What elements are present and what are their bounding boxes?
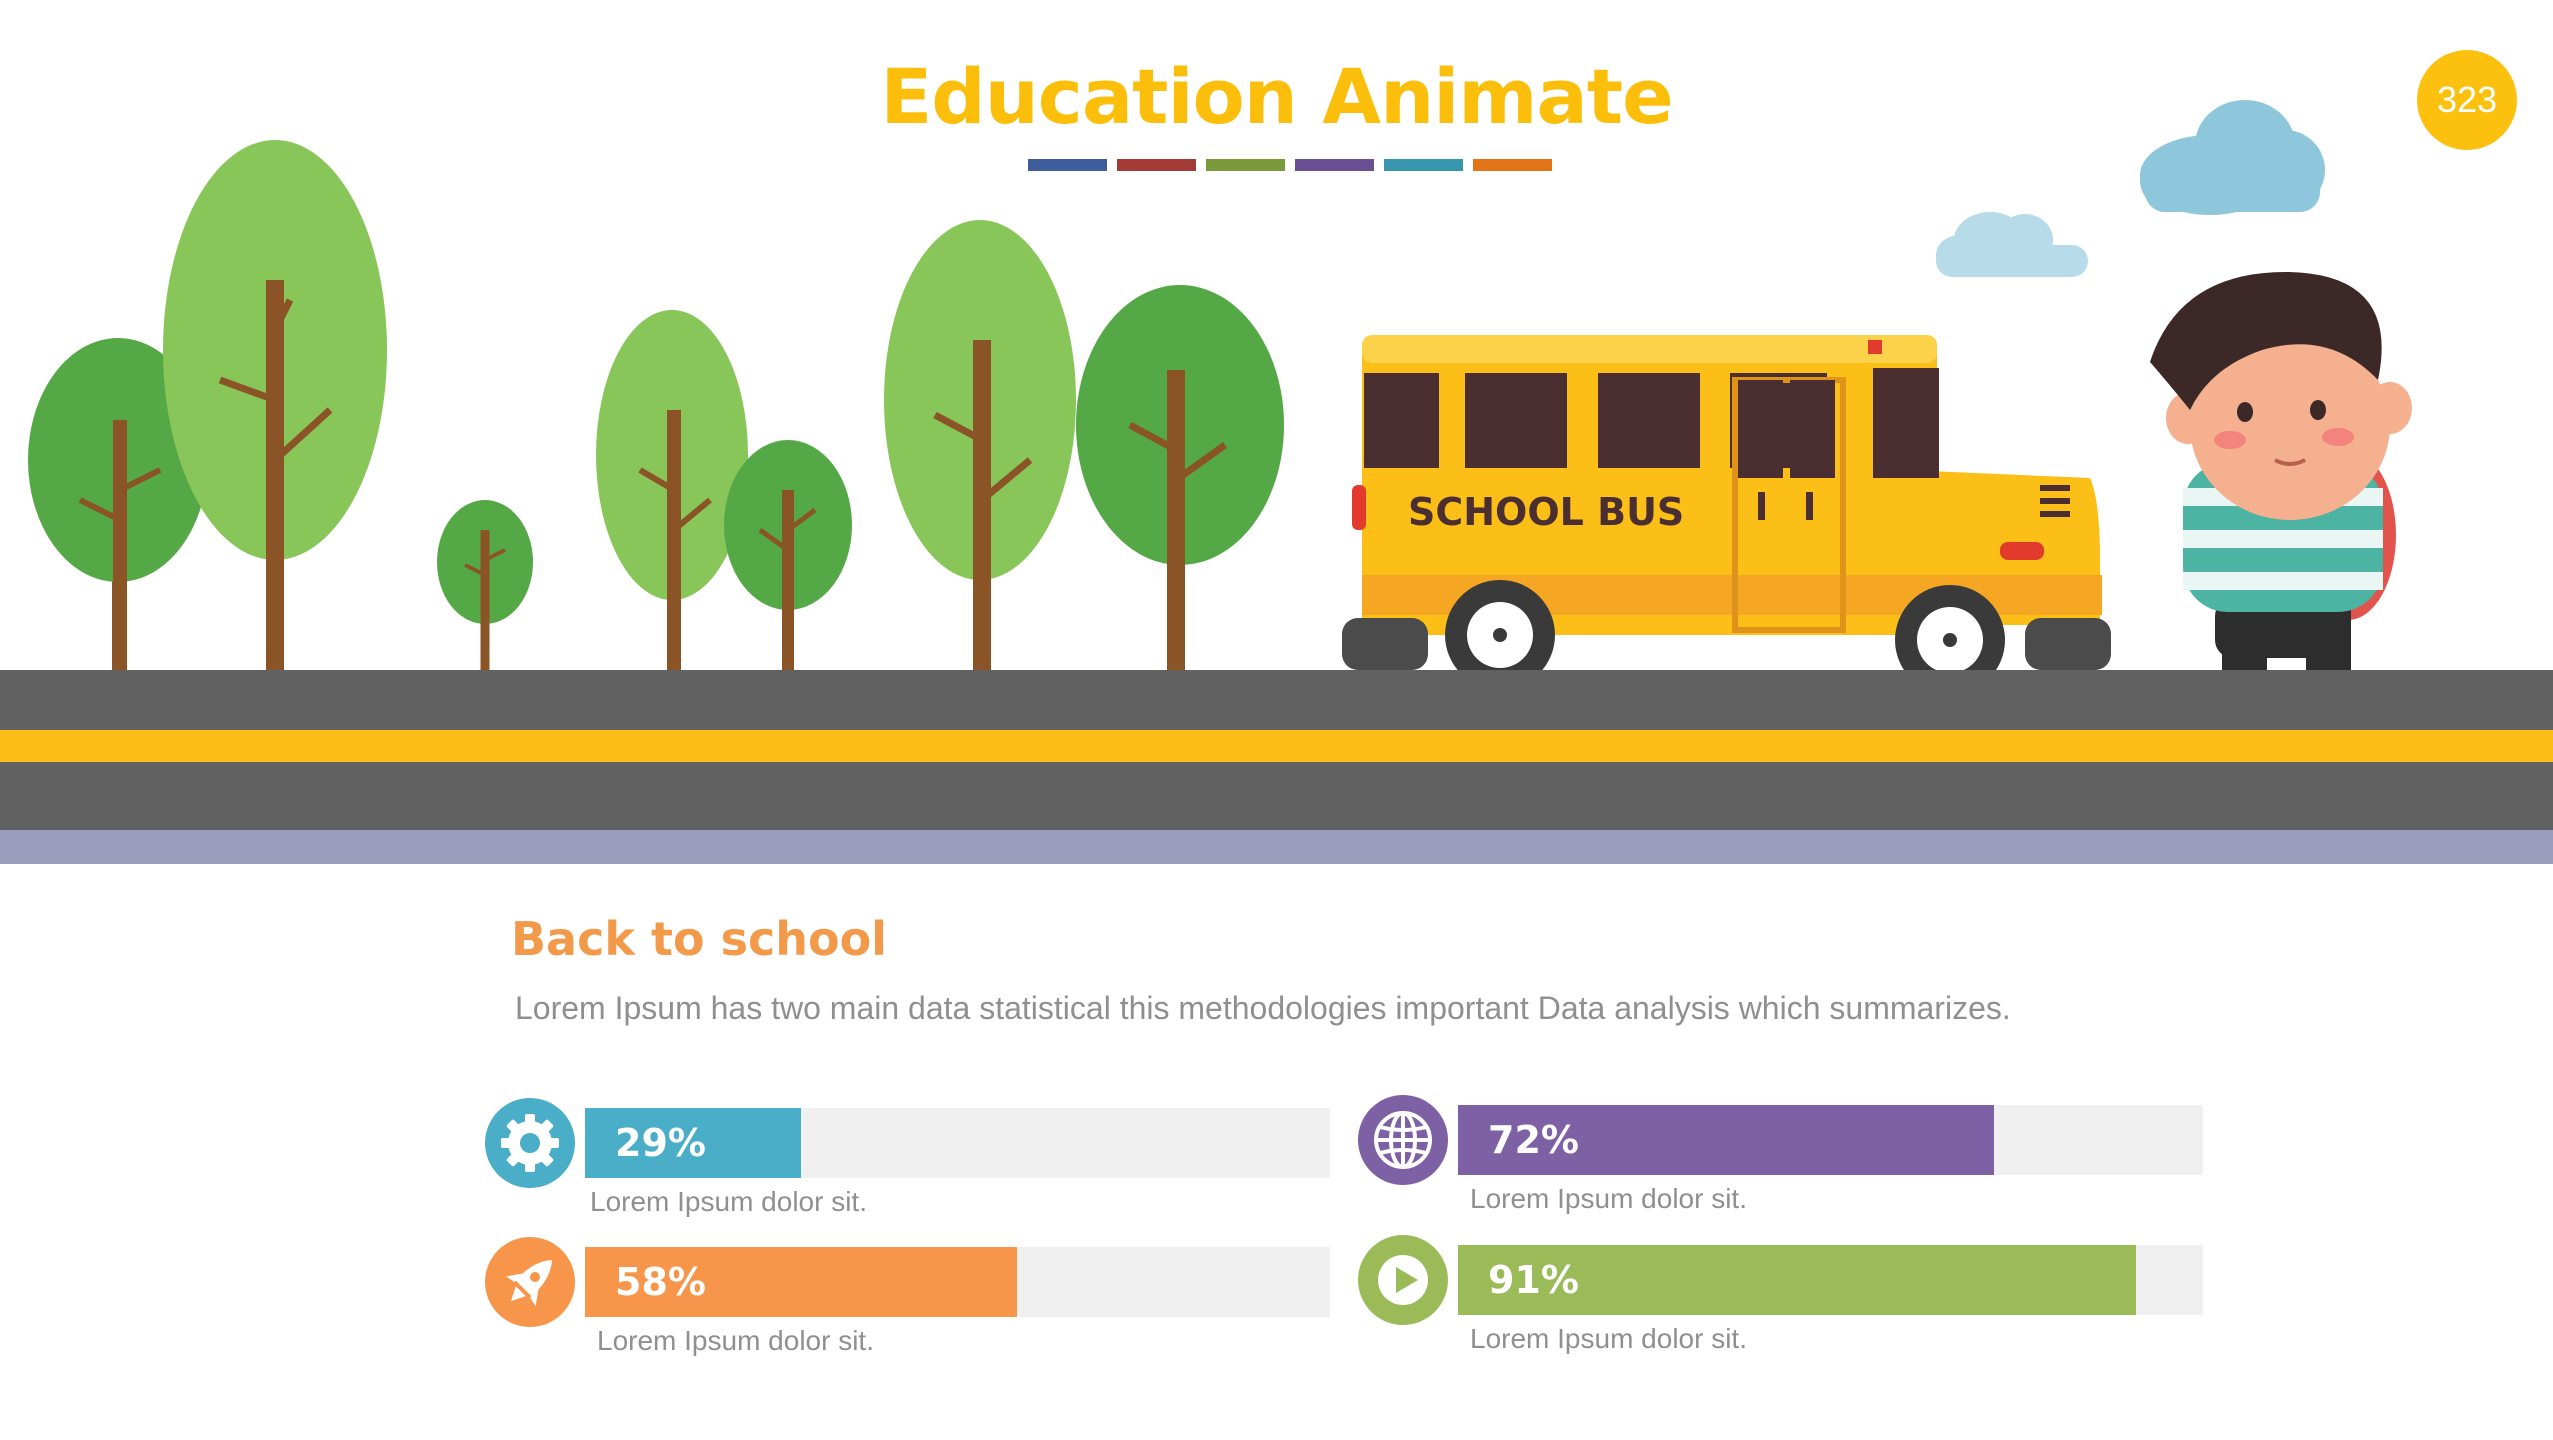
stat-caption: Lorem Ipsum dolor sit. bbox=[590, 1186, 867, 1217]
tree-icon bbox=[724, 440, 852, 675]
tree-icon bbox=[163, 140, 387, 675]
progress-fill bbox=[585, 1247, 1018, 1317]
stat-caption: Lorem Ipsum dolor sit. bbox=[1470, 1323, 1747, 1354]
color-swatch-bar bbox=[1028, 159, 1552, 171]
road-center-line bbox=[0, 730, 2553, 762]
tree-icon bbox=[884, 220, 1076, 675]
tree-icon bbox=[28, 338, 208, 675]
school-scene-illustration: SCHOOL BUS bbox=[28, 100, 2412, 690]
slide-title: Education Animate bbox=[880, 52, 1673, 141]
section-body: Lorem Ipsum has two main data statistica… bbox=[515, 990, 2011, 1026]
school-bus-icon: SCHOOL BUS bbox=[1342, 335, 2111, 690]
sidewalk-curb bbox=[0, 830, 2553, 864]
cloud-small-icon bbox=[1936, 212, 2088, 277]
progress-percent: 58% bbox=[615, 1260, 706, 1304]
rocket-icon bbox=[485, 1237, 575, 1327]
boy-student-icon bbox=[2150, 271, 2412, 690]
cloud-large-icon bbox=[2140, 100, 2325, 215]
progress-track: 91% bbox=[1458, 1245, 2203, 1315]
color-swatch bbox=[1384, 159, 1463, 171]
gear-icon bbox=[485, 1098, 575, 1188]
page-number: 323 bbox=[2436, 79, 2498, 120]
road-lower-lane bbox=[0, 762, 2553, 830]
bus-label: SCHOOL BUS bbox=[1408, 490, 1684, 534]
play-icon bbox=[1358, 1235, 1448, 1325]
progress-track: 29% bbox=[585, 1108, 1330, 1178]
road bbox=[0, 670, 2553, 730]
globe-icon bbox=[1358, 1095, 1448, 1185]
progress-percent: 72% bbox=[1488, 1118, 1579, 1162]
stat-caption: Lorem Ipsum dolor sit. bbox=[597, 1325, 874, 1356]
progress-fill bbox=[1458, 1105, 1995, 1175]
progress-fill bbox=[585, 1108, 802, 1178]
stat-caption: Lorem Ipsum dolor sit. bbox=[1470, 1183, 1747, 1214]
progress-track: 72% bbox=[1458, 1105, 2203, 1175]
color-swatch bbox=[1028, 159, 1107, 171]
page-number-badge: 323 bbox=[2417, 50, 2517, 150]
tree-icon bbox=[1076, 285, 1284, 675]
color-swatch bbox=[1473, 159, 1552, 171]
progress-percent: 91% bbox=[1488, 1258, 1579, 1302]
progress-track: 58% bbox=[585, 1247, 1330, 1317]
color-swatch bbox=[1295, 159, 1374, 171]
section-title: Back to school bbox=[511, 912, 887, 966]
color-swatch bbox=[1206, 159, 1285, 171]
progress-percent: 29% bbox=[615, 1121, 706, 1165]
tree-icon bbox=[596, 310, 748, 675]
tree-icon bbox=[437, 500, 533, 675]
color-swatch bbox=[1117, 159, 1196, 171]
progress-fill bbox=[1458, 1245, 2136, 1315]
